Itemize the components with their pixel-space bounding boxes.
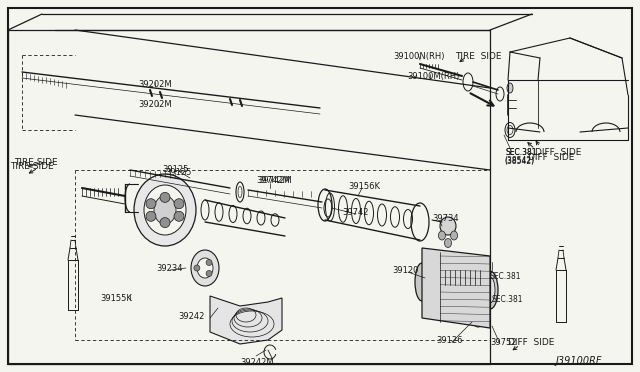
Text: 39155K: 39155K — [100, 294, 132, 303]
Circle shape — [146, 211, 156, 221]
Ellipse shape — [482, 271, 498, 309]
Text: DIFF  SIDE: DIFF SIDE — [508, 338, 554, 347]
Circle shape — [206, 270, 212, 276]
Circle shape — [160, 192, 170, 202]
Ellipse shape — [507, 83, 513, 93]
Ellipse shape — [445, 238, 451, 247]
Text: SEC.381: SEC.381 — [492, 295, 524, 304]
Ellipse shape — [415, 263, 429, 301]
Ellipse shape — [440, 217, 456, 235]
Text: (38542): (38542) — [504, 156, 534, 165]
Text: 39125: 39125 — [162, 165, 188, 174]
Text: 39156K: 39156K — [348, 182, 380, 191]
Ellipse shape — [451, 231, 458, 240]
Circle shape — [174, 199, 184, 209]
Text: SEC.381: SEC.381 — [490, 272, 522, 281]
Text: TIRE SIDE: TIRE SIDE — [10, 162, 54, 171]
Text: DIFF  SIDE: DIFF SIDE — [535, 148, 581, 157]
Polygon shape — [210, 296, 282, 344]
Text: 39202M: 39202M — [138, 80, 172, 89]
Text: 39734: 39734 — [432, 214, 459, 223]
Ellipse shape — [134, 174, 196, 246]
Text: 39100M(RH): 39100M(RH) — [407, 72, 460, 81]
Circle shape — [174, 211, 184, 221]
Ellipse shape — [197, 258, 213, 278]
Ellipse shape — [438, 231, 445, 240]
Ellipse shape — [485, 277, 495, 303]
Ellipse shape — [191, 250, 219, 286]
Text: 39125: 39125 — [165, 168, 191, 177]
Ellipse shape — [144, 185, 186, 235]
Text: 39242: 39242 — [178, 312, 204, 321]
Circle shape — [146, 199, 156, 209]
Polygon shape — [422, 248, 490, 328]
Text: 39242M: 39242M — [240, 358, 274, 367]
Circle shape — [160, 218, 170, 228]
Text: 39120: 39120 — [392, 266, 419, 275]
Text: 39752: 39752 — [490, 338, 516, 347]
Text: 39100N(RH): 39100N(RH) — [393, 52, 445, 61]
Text: (38542): (38542) — [504, 157, 534, 166]
Text: DIFF  SIDE: DIFF SIDE — [528, 153, 574, 162]
Text: 39234: 39234 — [156, 264, 182, 273]
Text: 39742M: 39742M — [256, 176, 290, 185]
Text: 39202M: 39202M — [138, 100, 172, 109]
Text: 39742M: 39742M — [258, 176, 292, 185]
Text: 39126: 39126 — [436, 336, 463, 345]
Ellipse shape — [154, 196, 176, 224]
Text: TIRE SIDE: TIRE SIDE — [14, 158, 58, 167]
Text: SEC.381: SEC.381 — [506, 148, 538, 157]
Text: J39100RF: J39100RF — [556, 356, 602, 366]
Text: SEC.381: SEC.381 — [506, 148, 538, 157]
Text: TIRE  SIDE: TIRE SIDE — [455, 52, 502, 61]
Circle shape — [194, 265, 200, 271]
Circle shape — [206, 260, 212, 266]
Text: 39742: 39742 — [342, 208, 369, 217]
